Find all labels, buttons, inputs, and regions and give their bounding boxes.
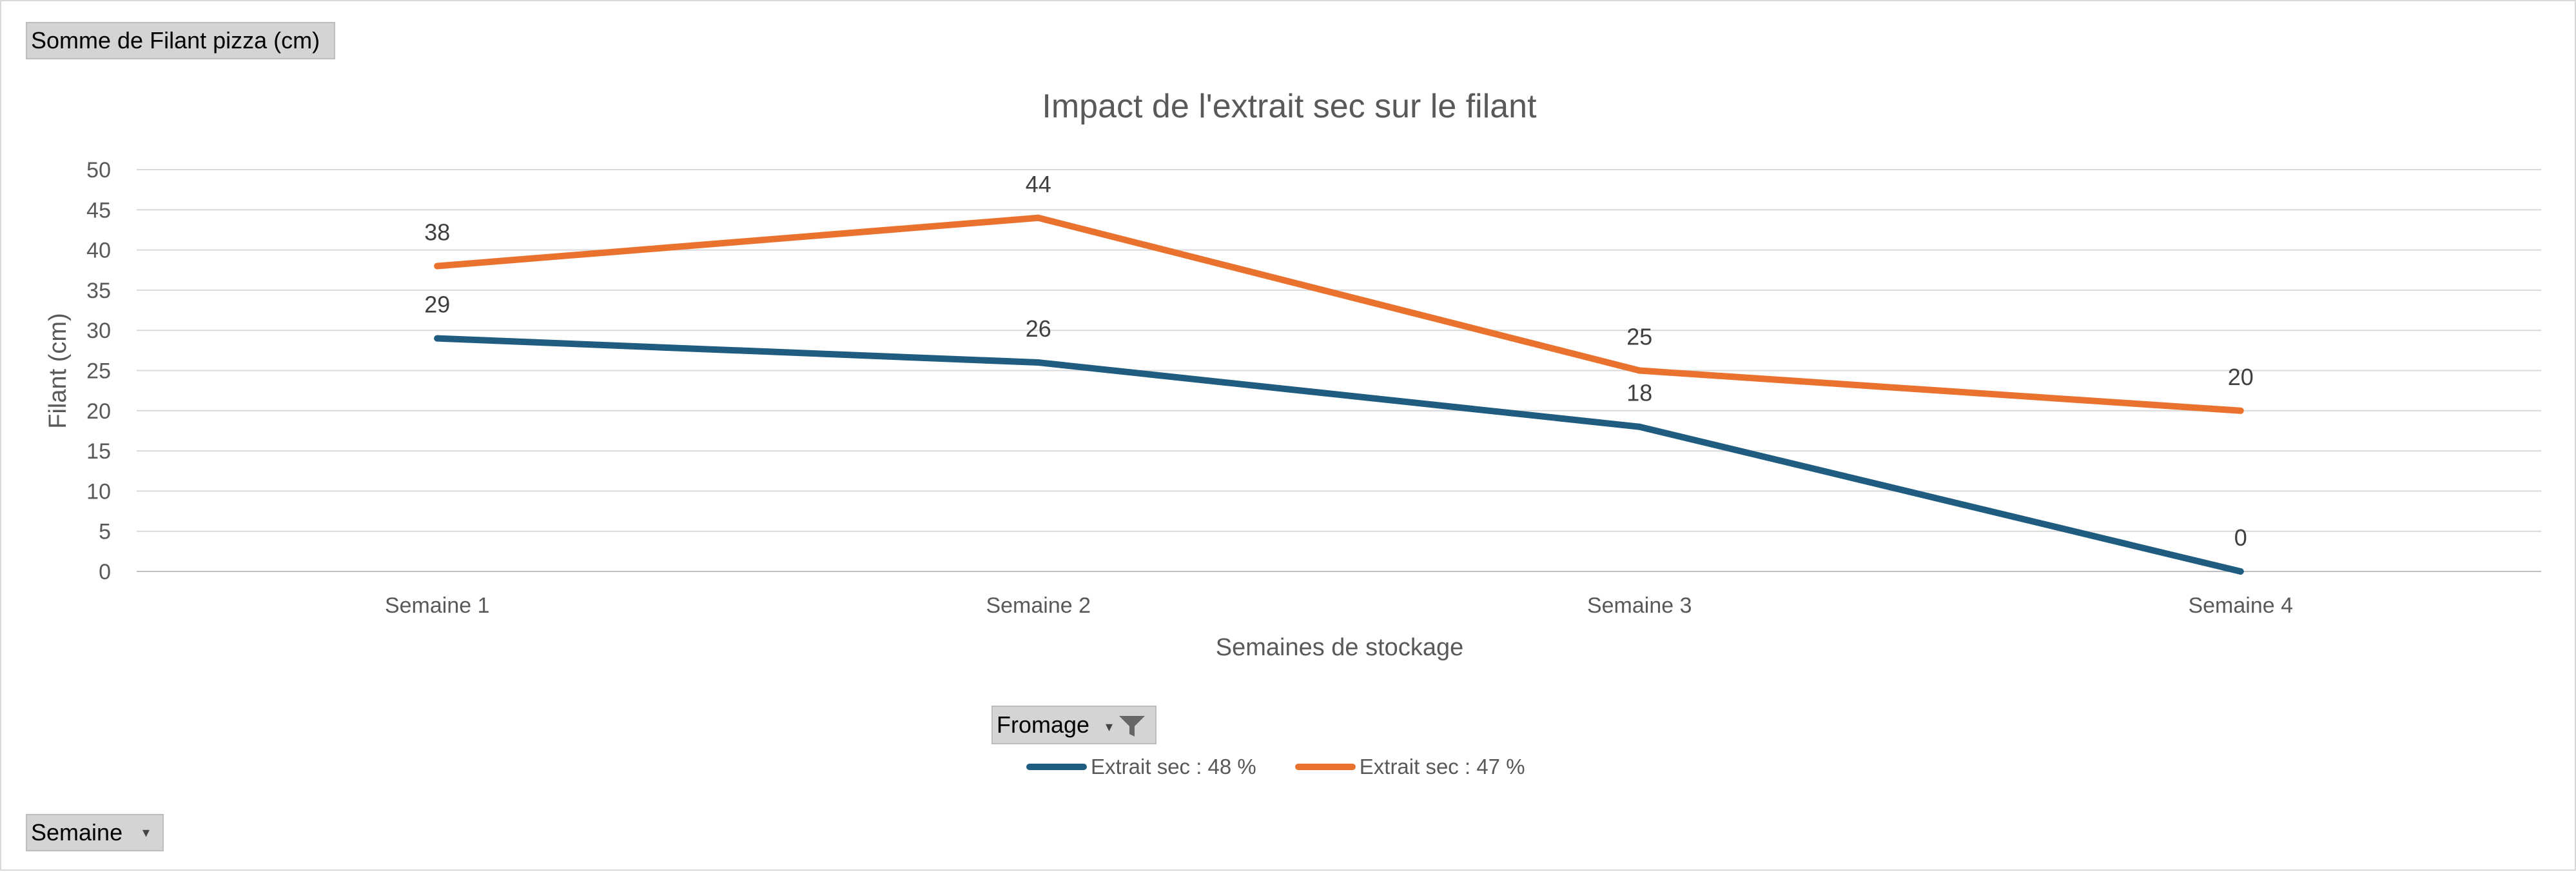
category-field-label: Semaine: [31, 819, 123, 846]
y-tick-label: 10: [86, 479, 111, 504]
legend-field-button[interactable]: Fromage ▾: [991, 706, 1156, 744]
series-line-1: [434, 335, 2244, 575]
legend-label: Extrait sec : 47 %: [1359, 755, 1525, 778]
y-tick-label: 15: [86, 439, 111, 464]
y-tick-label: 45: [86, 198, 111, 223]
y-tick-label: 25: [86, 359, 111, 384]
legend-field-label: Fromage: [997, 711, 1090, 738]
funnel-filter-icon[interactable]: [1118, 715, 1146, 738]
data-label: 18: [1626, 380, 1652, 406]
chart-legend: Extrait sec : 48 % Extrait sec : 47 %: [1026, 755, 1525, 779]
data-point: [434, 335, 441, 342]
data-label: 20: [2228, 364, 2254, 390]
data-label: 38: [424, 219, 450, 246]
data-point: [1035, 359, 1042, 366]
y-tick-label: 30: [86, 319, 111, 343]
y-tick-label: 0: [99, 560, 111, 584]
data-point: [434, 263, 441, 270]
data-label: 26: [1026, 315, 1051, 342]
data-label: 29: [424, 292, 450, 318]
x-tick-label: Semaine 4: [2188, 593, 2293, 618]
data-point: [1636, 423, 1643, 430]
chart-title: Impact de l'extrait sec sur le filant: [1042, 88, 1537, 125]
data-label: 0: [2234, 524, 2247, 551]
series-line-2: [434, 214, 2244, 414]
x-tick-label: Semaine 2: [986, 593, 1091, 618]
x-axis-ticks: Semaine 1 Semaine 2 Semaine 3 Semaine 4: [385, 593, 2293, 618]
data-point: [2237, 568, 2244, 575]
category-field-button[interactable]: Semaine ▾: [26, 814, 164, 851]
data-labels: 29 26 18 0 38 44 25 20: [424, 171, 2254, 551]
y-tick-label: 20: [86, 399, 111, 424]
value-field-label: Somme de Filant pizza (cm): [31, 27, 320, 54]
y-tick-label: 35: [86, 279, 111, 303]
x-tick-label: Semaine 1: [385, 593, 490, 618]
data-point: [1636, 367, 1643, 374]
data-point: [2237, 407, 2244, 414]
legend-entry: Extrait sec : 48 %: [1026, 755, 1256, 779]
dropdown-arrow-icon[interactable]: ▾: [142, 824, 150, 840]
y-tick-label: 40: [86, 239, 111, 263]
y-axis-title: Filant (cm): [44, 313, 72, 428]
dropdown-arrow-icon[interactable]: ▾: [1105, 718, 1113, 735]
legend-swatch: [1294, 764, 1356, 770]
x-tick-label: Semaine 3: [1587, 593, 1692, 618]
y-axis-ticks: 0 5 10 15 20 25 30 35 40 45 50: [86, 158, 111, 584]
series-lines: [434, 214, 2244, 575]
x-axis-title: Semaines de stockage: [1216, 634, 1463, 661]
data-label: 25: [1626, 324, 1652, 350]
data-label: 44: [1026, 171, 1051, 197]
legend-entry: Extrait sec : 47 %: [1294, 755, 1525, 779]
legend-swatch: [1026, 764, 1087, 770]
data-point: [1035, 214, 1042, 221]
gridlines: [137, 169, 2541, 572]
y-tick-label: 5: [99, 520, 111, 544]
value-field-button[interactable]: Somme de Filant pizza (cm): [26, 22, 335, 59]
legend-label: Extrait sec : 48 %: [1091, 755, 1256, 778]
y-tick-label: 50: [86, 158, 111, 183]
